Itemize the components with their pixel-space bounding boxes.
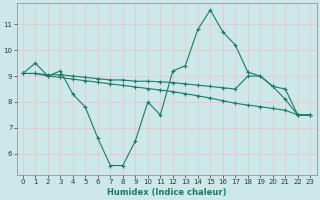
X-axis label: Humidex (Indice chaleur): Humidex (Indice chaleur) bbox=[107, 188, 226, 197]
